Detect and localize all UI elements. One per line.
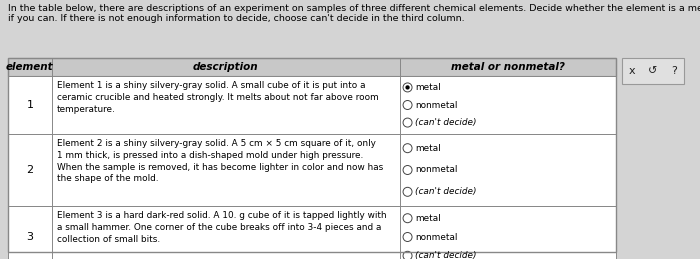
Circle shape (405, 85, 409, 90)
Text: ↺: ↺ (648, 66, 658, 76)
Text: nonmetal: nonmetal (415, 233, 457, 241)
Text: if you can. If there is not enough information to decide, choose can't decide in: if you can. If there is not enough infor… (8, 14, 465, 23)
Text: Element 1 is a shiny silvery-gray solid. A small cube of it is put into a
cerami: Element 1 is a shiny silvery-gray solid.… (57, 81, 379, 114)
Bar (8, 134, 616, 206)
Circle shape (403, 187, 412, 196)
Text: element: element (6, 62, 54, 72)
Text: ?: ? (671, 66, 677, 76)
Text: 3: 3 (27, 232, 34, 242)
Circle shape (403, 233, 412, 241)
Bar (8, 206, 616, 259)
Circle shape (403, 83, 412, 92)
Text: (can't decide): (can't decide) (415, 118, 477, 127)
Circle shape (403, 144, 412, 153)
Text: nonmetal: nonmetal (415, 166, 457, 175)
Text: nonmetal: nonmetal (415, 100, 457, 110)
Text: 2: 2 (27, 165, 34, 175)
Text: Element 2 is a shiny silvery-gray solid. A 5 cm × 5 cm square of it, only
1 mm t: Element 2 is a shiny silvery-gray solid.… (57, 139, 383, 183)
Text: metal: metal (415, 144, 441, 153)
Text: In the table below, there are descriptions of an experiment on samples of three : In the table below, there are descriptio… (8, 4, 700, 13)
Text: metal: metal (415, 83, 441, 92)
Circle shape (403, 166, 412, 175)
Text: metal: metal (415, 214, 441, 223)
Bar (622, 58, 684, 84)
Bar (8, 76, 616, 134)
Text: metal or nonmetal?: metal or nonmetal? (451, 62, 565, 72)
Bar (8, 58, 616, 76)
Text: Element 3 is a hard dark-red solid. A 10. g cube of it is tapped lightly with
a : Element 3 is a hard dark-red solid. A 10… (57, 211, 386, 244)
Circle shape (403, 214, 412, 223)
Circle shape (403, 118, 412, 127)
Bar (8, 58, 616, 252)
Text: (can't decide): (can't decide) (415, 187, 477, 196)
Text: 1: 1 (27, 100, 34, 110)
Text: (can't decide): (can't decide) (415, 251, 477, 259)
Text: description: description (193, 62, 258, 72)
Text: x: x (629, 66, 636, 76)
Circle shape (403, 251, 412, 259)
Circle shape (403, 100, 412, 110)
